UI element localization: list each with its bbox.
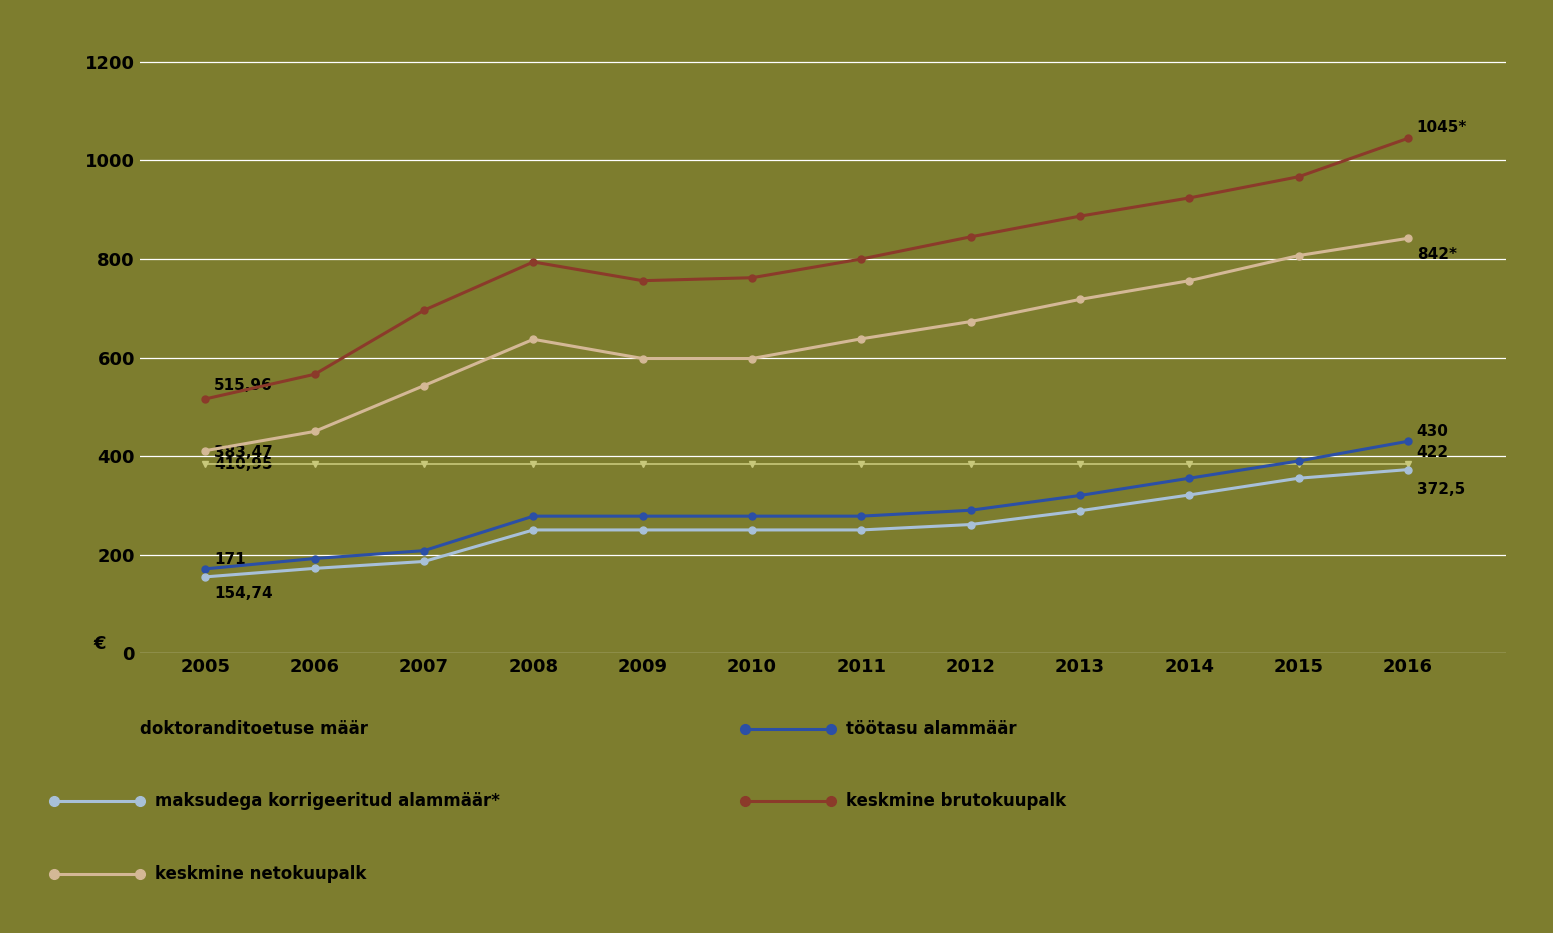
Text: keskmine netokuupalk: keskmine netokuupalk <box>155 865 367 884</box>
Text: 410,95: 410,95 <box>214 457 273 472</box>
Text: maksudega korrigeeritud alammäär*: maksudega korrigeeritud alammäär* <box>155 792 500 811</box>
Text: 430: 430 <box>1416 425 1449 439</box>
Text: 515,96: 515,96 <box>214 378 273 393</box>
Text: 842*: 842* <box>1416 247 1457 262</box>
Text: 171: 171 <box>214 552 245 567</box>
Text: 154,74: 154,74 <box>214 586 273 601</box>
Text: keskmine brutokuupalk: keskmine brutokuupalk <box>846 792 1067 811</box>
Text: 383,47: 383,47 <box>214 445 273 460</box>
Text: töötasu alammäär: töötasu alammäär <box>846 719 1017 738</box>
Text: doktoranditoetuse määr: doktoranditoetuse määr <box>140 719 368 738</box>
Text: 422: 422 <box>1416 445 1449 460</box>
Text: 1045*: 1045* <box>1416 120 1468 135</box>
Text: €: € <box>93 635 106 653</box>
Text: 372,5: 372,5 <box>1416 482 1464 497</box>
